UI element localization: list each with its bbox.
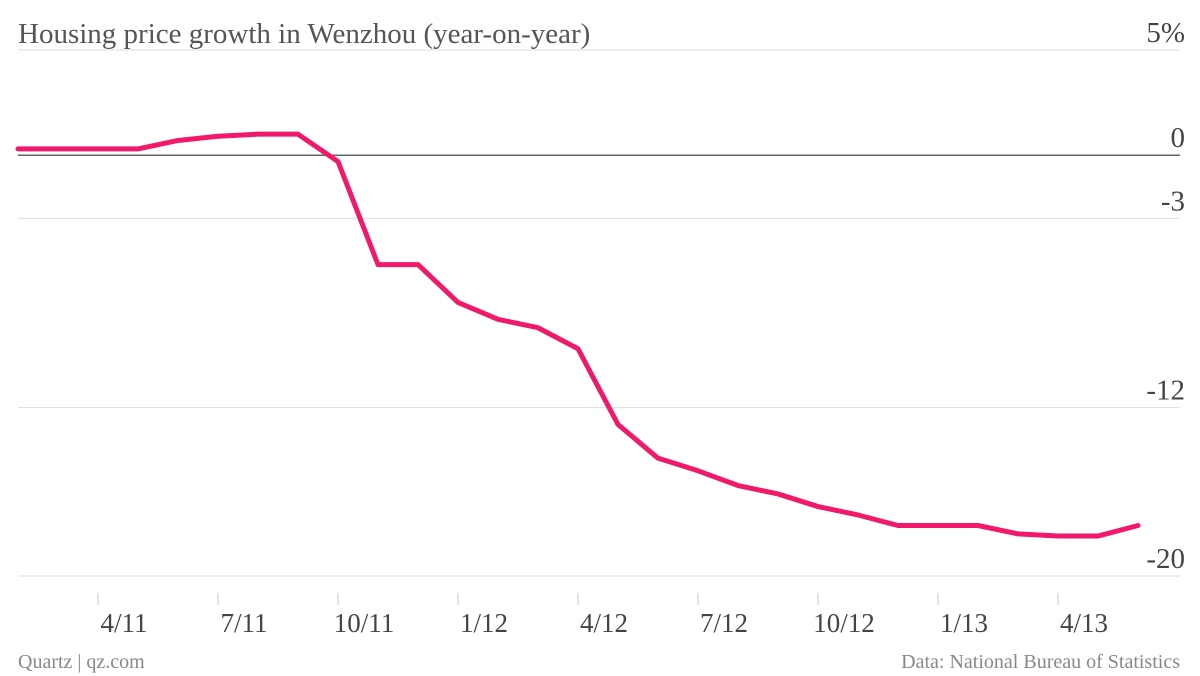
y-tick-label: -20 — [1146, 543, 1185, 575]
y-tick-label: 5% — [1146, 17, 1185, 49]
x-tick-label: 7/12 — [700, 608, 748, 638]
y-tick-label: 0 — [1171, 122, 1186, 154]
x-tick-label: 4/11 — [101, 608, 148, 638]
source: Data: National Bureau of Statistics — [901, 651, 1180, 673]
y-tick-label: -3 — [1161, 185, 1185, 217]
x-tick-label: 10/11 — [334, 608, 395, 638]
x-tick-label: 7/11 — [221, 608, 268, 638]
x-tick-label: 1/12 — [460, 608, 508, 638]
line-series — [15, 131, 1141, 539]
chart-title: Housing price growth in Wenzhou (year-on… — [18, 18, 590, 50]
x-tick-label: 4/12 — [580, 608, 628, 638]
x-tick-label: 1/13 — [940, 608, 988, 638]
credit: Quartz | qz.com — [18, 651, 145, 673]
x-tick-label: 10/12 — [813, 608, 875, 638]
x-tick-label: 4/13 — [1060, 608, 1108, 638]
y-tick-label: -12 — [1146, 375, 1185, 407]
